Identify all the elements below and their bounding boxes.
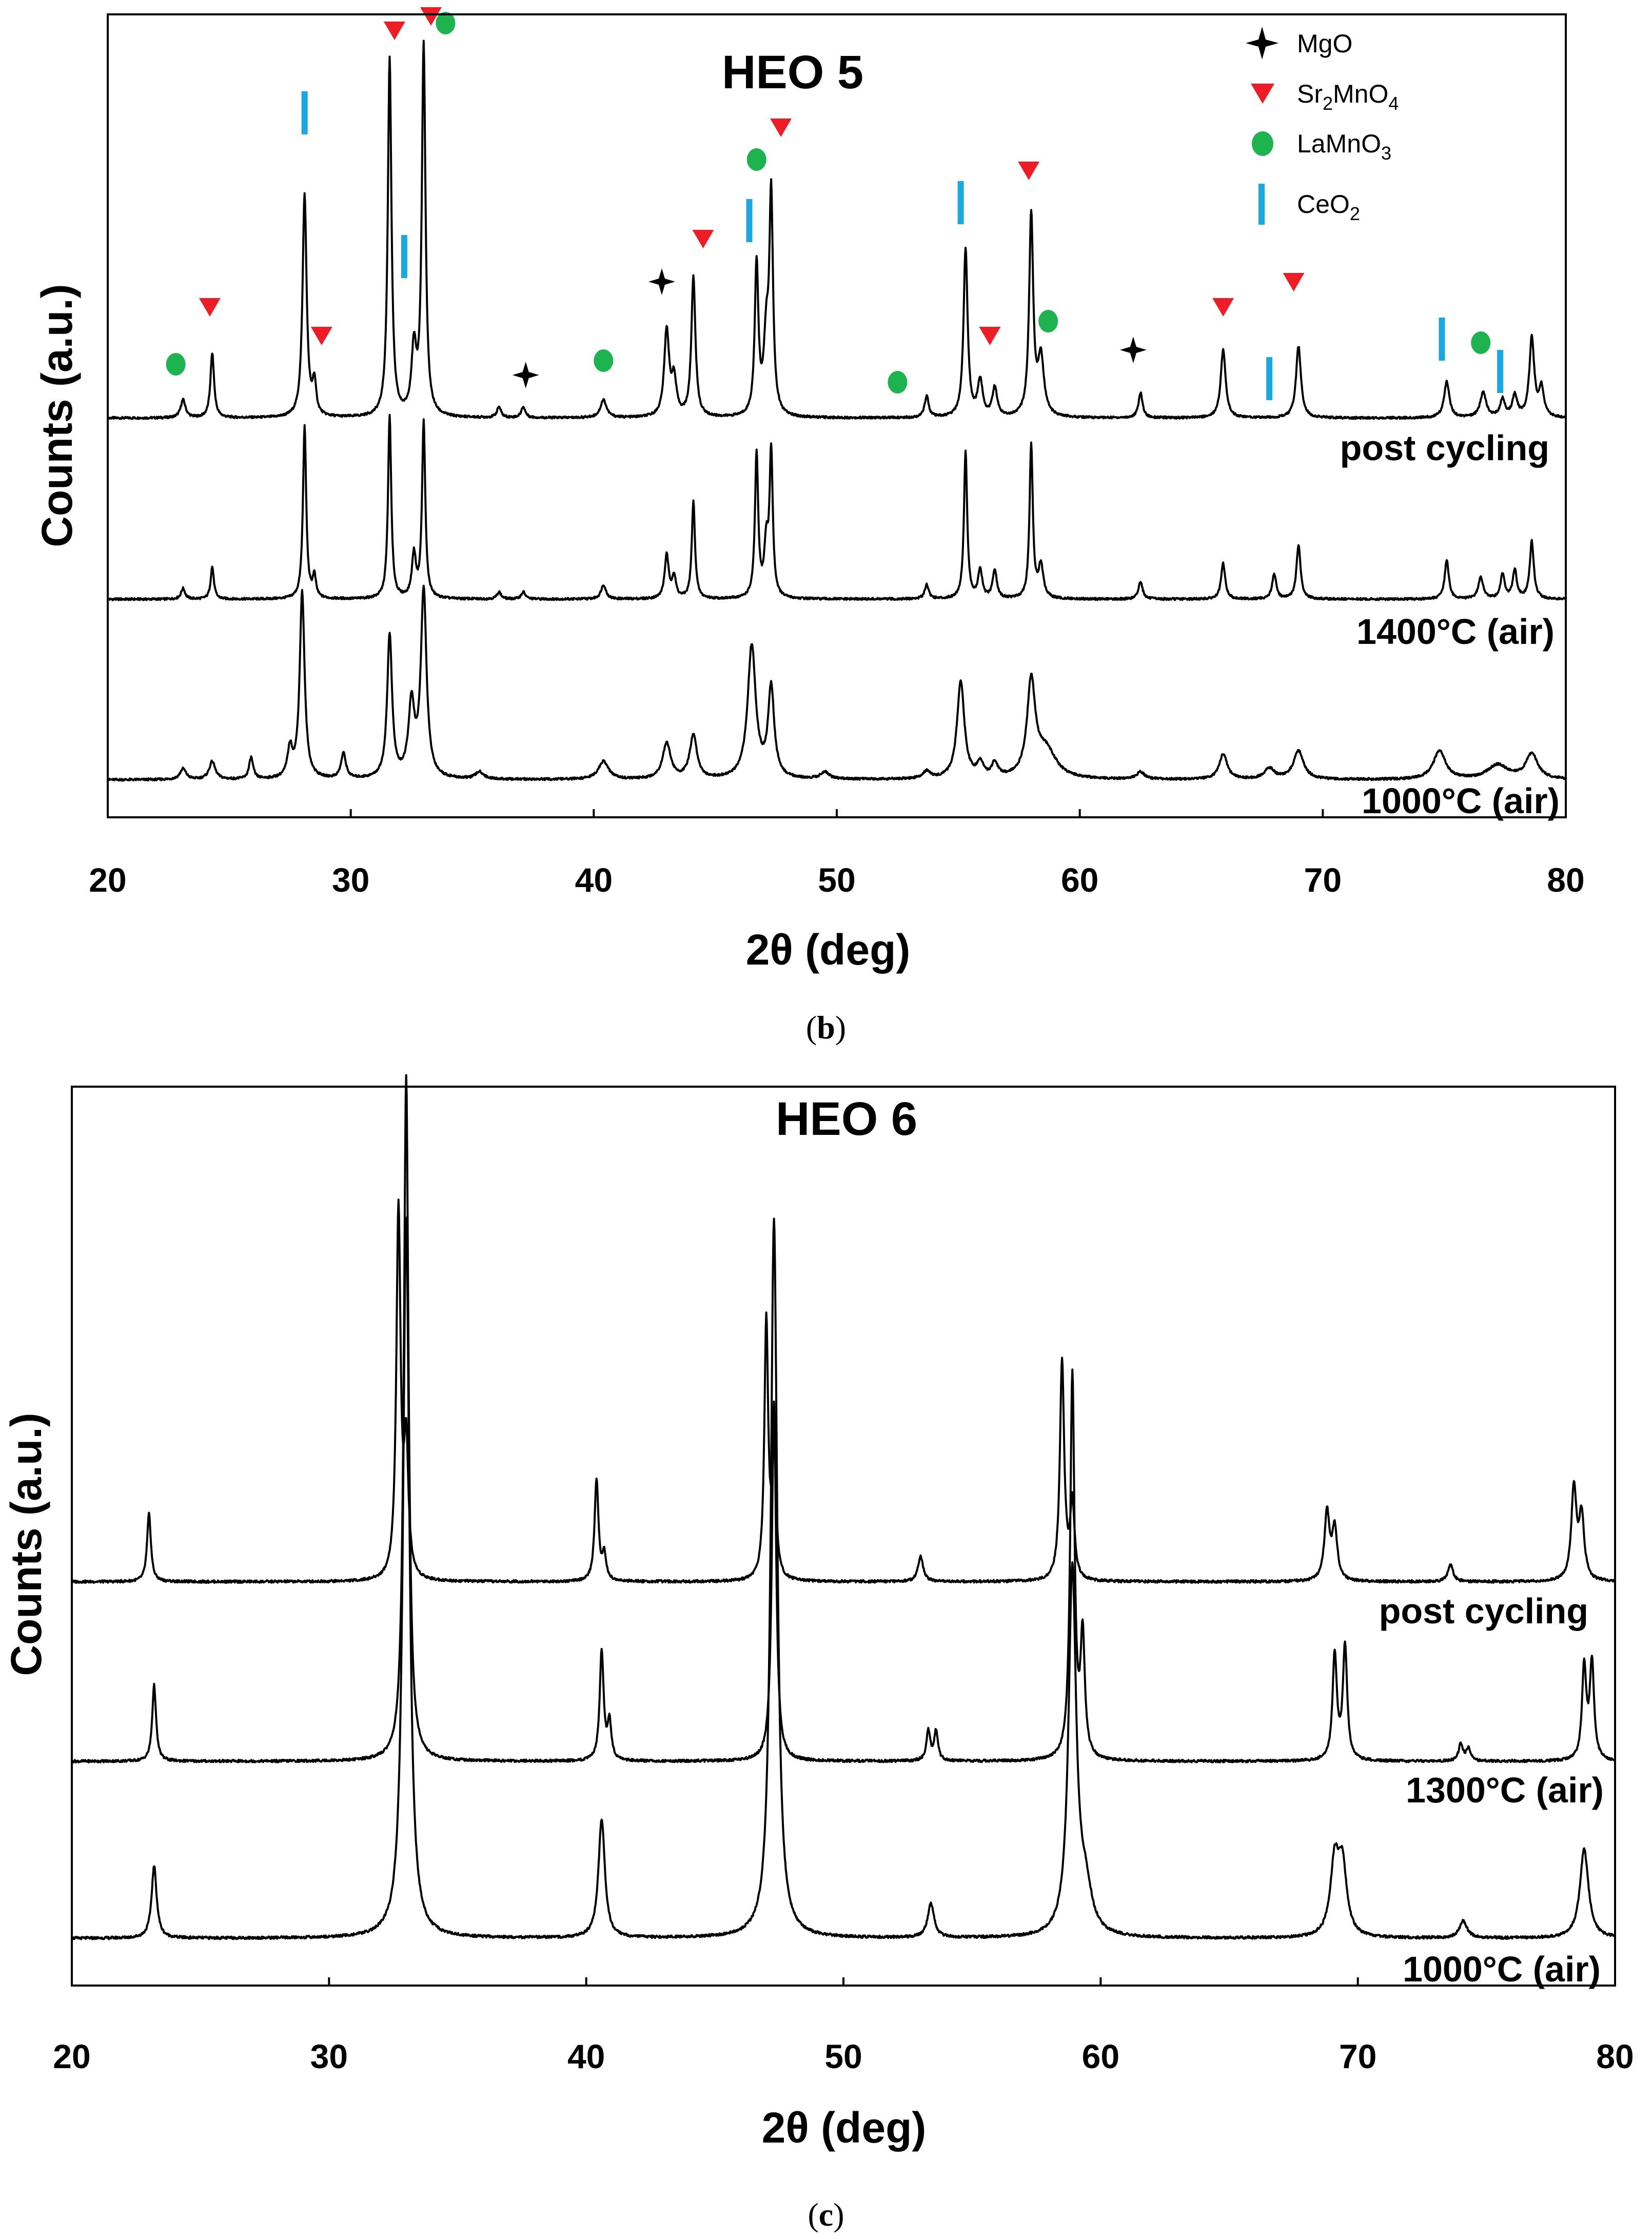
heo6-plot-frame: [71, 1086, 1616, 1987]
marker-sr2mno4: [383, 22, 405, 40]
heo6-label-1000c: 1000°C (air): [1403, 1949, 1601, 1989]
heo5-phase-markers: [166, 7, 1504, 400]
x-tick-label: 60: [1061, 861, 1098, 899]
legend-lamno3-circle-icon: [1252, 131, 1273, 156]
heo5-label-1000c: 1000°C (air): [1362, 781, 1560, 821]
series-heo6-2: [71, 1216, 1616, 1940]
x-tick-label: 70: [1304, 861, 1342, 899]
x-tick-label: 40: [575, 861, 613, 899]
marker-sr2mno4: [1283, 273, 1305, 291]
marker-sr2mno4: [199, 298, 221, 317]
panel-heo6: 20 30 40 50 60 70 80 HEO 6 post cycling 1300°C…: [2, 1074, 1634, 2233]
marker-sr2mno4: [310, 327, 332, 345]
marker-lamno3: [746, 148, 766, 171]
heo6-caption: (c): [808, 2196, 844, 2233]
heo6-x-axis-title: 2θ (deg): [762, 2104, 927, 2152]
marker-lamno3: [1471, 331, 1491, 354]
marker-lamno3: [888, 371, 908, 394]
marker-sr2mno4: [979, 327, 1001, 345]
heo6-traces: [71, 1074, 1616, 1940]
heo6-label-1300c: 1300°C (air): [1406, 1770, 1604, 1810]
marker-lamno3: [166, 353, 186, 376]
marker-sr2mno4: [1212, 298, 1234, 317]
x-tick-label: 40: [567, 2037, 605, 2075]
x-tick-label: 80: [1596, 2037, 1634, 2075]
heo6-y-axis-title: Counts (a.u.): [2, 1412, 50, 1676]
marker-lamno3: [594, 349, 614, 372]
marker-ceo2: [746, 199, 753, 242]
heo5-x-ticks: 20 30 40 50 60 70 80: [89, 809, 1585, 899]
marker-mgo: [512, 362, 539, 388]
heo6-label-post-cycling: post cycling: [1379, 1591, 1588, 1631]
x-tick-label: 80: [1547, 861, 1584, 899]
marker-sr2mno4: [1018, 162, 1040, 180]
marker-sr2mno4: [692, 230, 714, 248]
heo6-x-ticks: 20 30 40 50 60 70 80: [53, 1977, 1634, 2075]
legend-mgo-star-icon: [1246, 27, 1279, 60]
legend-sr2mno4-label: Sr2MnO4: [1297, 80, 1399, 114]
x-tick-label: 20: [89, 861, 126, 899]
marker-mgo: [648, 268, 675, 295]
heo5-caption: (b): [806, 1009, 846, 1046]
heo5-label-post-cycling: post cycling: [1340, 428, 1549, 468]
x-tick-label: 60: [1082, 2037, 1119, 2075]
legend-ceo2-bar-icon: [1258, 184, 1265, 225]
heo6-title: HEO 6: [776, 1093, 917, 1145]
marker-sr2mno4: [770, 119, 792, 137]
heo5-x-axis-title: 2θ (deg): [746, 926, 911, 974]
series-heo5-1: [107, 414, 1567, 601]
heo5-legend: MgO Sr2MnO4 LaMnO3 CeO2: [1246, 27, 1399, 225]
marker-ceo2: [1266, 357, 1273, 400]
x-tick-label: 30: [310, 2037, 348, 2075]
heo5-label-1400c: 1400°C (air): [1356, 612, 1555, 652]
marker-ceo2: [957, 181, 964, 224]
marker-ceo2: [1439, 318, 1445, 361]
legend-ceo2-label: CeO2: [1297, 190, 1360, 224]
legend-lamno3-label: LaMnO3: [1297, 129, 1391, 164]
series-heo5-0: [107, 40, 1567, 420]
x-tick-label: 50: [824, 2037, 862, 2075]
series-heo6-1: [71, 1074, 1616, 1764]
marker-mgo: [1119, 337, 1147, 363]
x-tick-label: 30: [332, 861, 369, 899]
series-heo5-2: [107, 584, 1567, 782]
marker-ceo2: [1497, 350, 1504, 393]
panel-heo5: 20 30 40 50 60 70 80 HEO 5 post cycling 1400°C…: [33, 7, 1585, 1046]
marker-lamno3: [1038, 310, 1058, 332]
legend-sr2mno4-triangle-icon: [1251, 84, 1274, 104]
heo5-y-axis-title: Counts (a.u.): [33, 284, 81, 547]
marker-sr2mno4: [420, 7, 442, 26]
marker-ceo2: [401, 235, 407, 278]
legend-mgo-label: MgO: [1297, 29, 1352, 58]
marker-ceo2: [301, 91, 308, 134]
x-tick-label: 20: [53, 2037, 90, 2075]
x-tick-label: 70: [1339, 2037, 1376, 2075]
series-heo6-0: [71, 1199, 1616, 1584]
marker-lamno3: [436, 12, 456, 34]
x-tick-label: 50: [818, 861, 855, 899]
heo5-title: HEO 5: [722, 46, 863, 99]
heo5-traces: [107, 40, 1567, 782]
